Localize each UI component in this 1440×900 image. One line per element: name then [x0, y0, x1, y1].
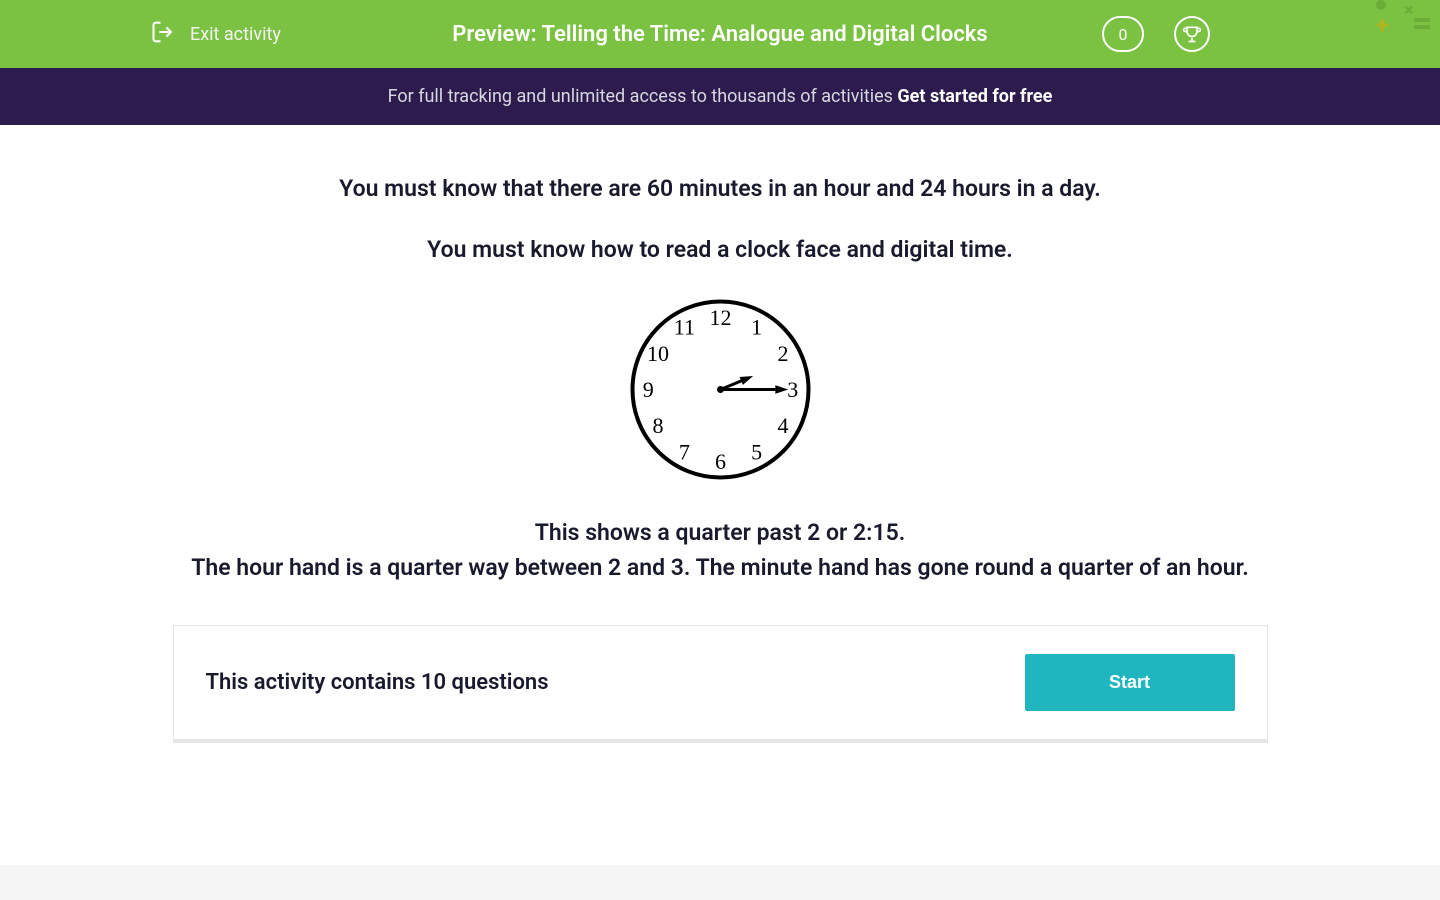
svg-text:2: 2	[777, 341, 788, 366]
svg-text:1: 1	[751, 315, 762, 340]
footer-space	[0, 865, 1440, 900]
clock-caption-1: This shows a quarter past 2 or 2:15.	[60, 516, 1380, 551]
corner-decoration: × +	[1376, 0, 1430, 38]
svg-text:10: 10	[647, 341, 669, 366]
svg-text:9: 9	[642, 377, 653, 402]
trophy-icon[interactable]	[1174, 16, 1210, 52]
top-header: Exit activity Preview: Telling the Time:…	[0, 0, 1440, 68]
svg-text:4: 4	[777, 413, 788, 438]
clock-figure: 12 12 3 456 78 9 1011	[60, 297, 1380, 486]
banner-cta-link[interactable]: Get started for free	[897, 86, 1052, 107]
page-title: Preview: Telling the Time: Analogue and …	[452, 22, 987, 47]
start-button[interactable]: Start	[1025, 654, 1235, 711]
exit-icon	[150, 18, 178, 50]
activity-summary: This activity contains 10 questions	[206, 670, 549, 695]
intro-line-1: You must know that there are 60 minutes …	[60, 175, 1380, 202]
svg-text:3: 3	[787, 377, 798, 402]
svg-text:8: 8	[652, 413, 663, 438]
promo-banner: For full tracking and unlimited access t…	[0, 68, 1440, 125]
header-right: 0	[1102, 16, 1210, 52]
svg-text:7: 7	[678, 440, 689, 465]
exit-activity-link[interactable]: Exit activity	[150, 18, 281, 50]
clock-caption-2: The hour hand is a quarter way between 2…	[60, 551, 1380, 586]
main-content: You must know that there are 60 minutes …	[0, 125, 1440, 743]
svg-text:11: 11	[673, 315, 694, 340]
activity-box: This activity contains 10 questions Star…	[173, 625, 1268, 743]
svg-text:6: 6	[715, 449, 726, 474]
intro-line-2: You must know how to read a clock face a…	[60, 236, 1380, 263]
exit-label: Exit activity	[190, 24, 281, 45]
banner-text: For full tracking and unlimited access t…	[388, 86, 898, 107]
score-badge: 0	[1102, 16, 1144, 52]
score-value: 0	[1119, 25, 1128, 44]
svg-text:12: 12	[709, 305, 731, 330]
svg-text:5: 5	[751, 440, 762, 465]
